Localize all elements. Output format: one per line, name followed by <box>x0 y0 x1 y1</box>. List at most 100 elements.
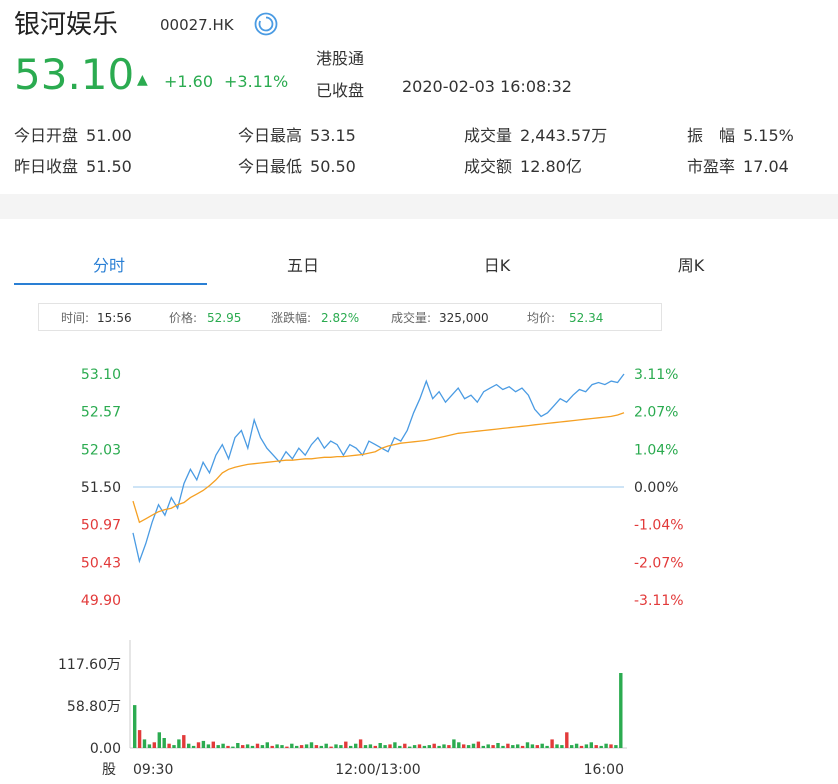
volume-bar <box>383 745 387 748</box>
volume-bar <box>520 745 525 748</box>
volume-bar <box>319 745 323 748</box>
volume-bar <box>584 744 589 748</box>
volume-bar <box>201 740 206 748</box>
stock-name: 银河娱乐 <box>14 10 119 40</box>
volume-bar <box>196 742 201 748</box>
volume-bar <box>358 739 363 748</box>
volume-bar <box>270 745 274 748</box>
volume-bar <box>349 745 353 748</box>
price-change-pct: +3.11% <box>224 72 289 91</box>
volume-bar <box>221 743 225 748</box>
tab-five-day[interactable]: 五日 <box>286 256 319 275</box>
volume-bar <box>182 735 186 748</box>
volume-bar <box>511 745 515 748</box>
y-tick-label: 52.03 <box>81 442 121 458</box>
stat-open: 今日开盘 51.00 <box>14 126 132 145</box>
stat-prev-close: 昨日收盘 51.50 <box>14 157 132 176</box>
volume-bar <box>167 743 171 748</box>
volume-bar <box>162 738 166 748</box>
tab-weekly-k[interactable]: 周K <box>677 256 705 275</box>
volume-bar <box>535 745 539 748</box>
volume-bar <box>462 744 466 748</box>
volume-bar <box>275 744 279 748</box>
volume-bar <box>388 744 392 748</box>
x-tick-label: 09:30 <box>133 762 173 778</box>
volume-bar <box>486 744 490 748</box>
market-status: 已收盘 <box>316 81 365 100</box>
tab-daily-k[interactable]: 日K <box>483 256 511 275</box>
volume-bar <box>206 744 211 748</box>
volume-bar <box>604 743 608 748</box>
volume-bar <box>290 743 294 748</box>
volume-bar <box>476 741 481 748</box>
volume-bar <box>417 744 422 748</box>
volume-bar <box>599 745 603 748</box>
volume-bar <box>191 745 196 748</box>
y-tick-label-right: -1.04% <box>634 518 684 534</box>
volume-bar <box>555 744 559 748</box>
volume-bar <box>295 745 299 748</box>
volume-tick-label: 58.80万 <box>67 699 121 715</box>
volume-bar <box>280 745 284 748</box>
volume-bar <box>260 745 265 748</box>
volume-bar <box>447 745 451 748</box>
volume-bar <box>334 744 338 748</box>
volume-bar <box>368 744 373 748</box>
volume-bar <box>344 741 348 748</box>
volume-bar <box>363 745 368 748</box>
volume-bar <box>398 745 402 748</box>
volume-bar <box>506 743 510 748</box>
volume-bar <box>609 744 613 748</box>
stat-amplitude: 振 幅 5.15% <box>687 126 794 145</box>
y-tick-label-right: -2.07% <box>634 555 684 571</box>
volume-bar <box>231 746 235 748</box>
volume-bar <box>432 743 436 748</box>
y-tick-label-right: 2.07% <box>634 405 678 421</box>
volume-bar <box>285 746 289 748</box>
volume-bar <box>378 743 382 748</box>
volume-bar <box>250 745 255 748</box>
stat-pe: 市盈率 17.04 <box>687 157 789 176</box>
tab-intraday[interactable]: 分时 <box>92 256 125 275</box>
volume-bar <box>427 745 431 748</box>
volume-bar <box>550 739 554 748</box>
volume-bar <box>408 746 412 748</box>
volume-bar <box>619 673 623 748</box>
volume-bar <box>574 743 579 748</box>
volume-bar <box>187 743 191 748</box>
volume-bar <box>329 746 333 748</box>
volume-bar <box>324 743 328 748</box>
tab-indicator <box>14 283 207 285</box>
volume-bar <box>314 745 319 748</box>
volume-bar <box>491 745 495 748</box>
volume-bar <box>471 743 476 748</box>
volume-bar <box>137 730 142 748</box>
y-tick-label: 51.50 <box>81 480 121 496</box>
y-tick-label-right: 0.00% <box>634 480 678 496</box>
volume-bar <box>457 742 461 748</box>
volume-bar <box>570 745 574 748</box>
volume-bar <box>157 732 161 748</box>
volume-bar <box>594 745 598 748</box>
volume-bar <box>309 742 314 748</box>
volume-bar <box>466 745 471 748</box>
volume-bar <box>452 739 456 748</box>
volume-bar <box>560 745 564 748</box>
volume-bar <box>525 742 530 748</box>
volume-bar <box>496 743 500 748</box>
volume-bar <box>565 732 569 748</box>
y-tick-label-right: 3.11% <box>634 367 678 383</box>
x-tick-label: 16:00 <box>584 762 624 778</box>
volume-bar <box>501 745 505 748</box>
stat-volume: 成交量 2,443.57万 <box>464 126 608 145</box>
volume-bar <box>589 742 593 748</box>
volume-bar <box>579 745 584 748</box>
volume-bar <box>236 743 240 748</box>
volume-tick-label: 117.60万 <box>58 657 121 673</box>
price-change: +1.60 <box>164 72 214 91</box>
volume-bar <box>442 744 446 748</box>
price-line <box>132 373 625 564</box>
refresh-icon[interactable] <box>254 12 278 36</box>
volume-bar <box>403 743 407 748</box>
chart-area[interactable]: 53.10 3.11% 52.57 2.07% 52.03 1.04% 51.50 0.00%… <box>0 340 838 784</box>
